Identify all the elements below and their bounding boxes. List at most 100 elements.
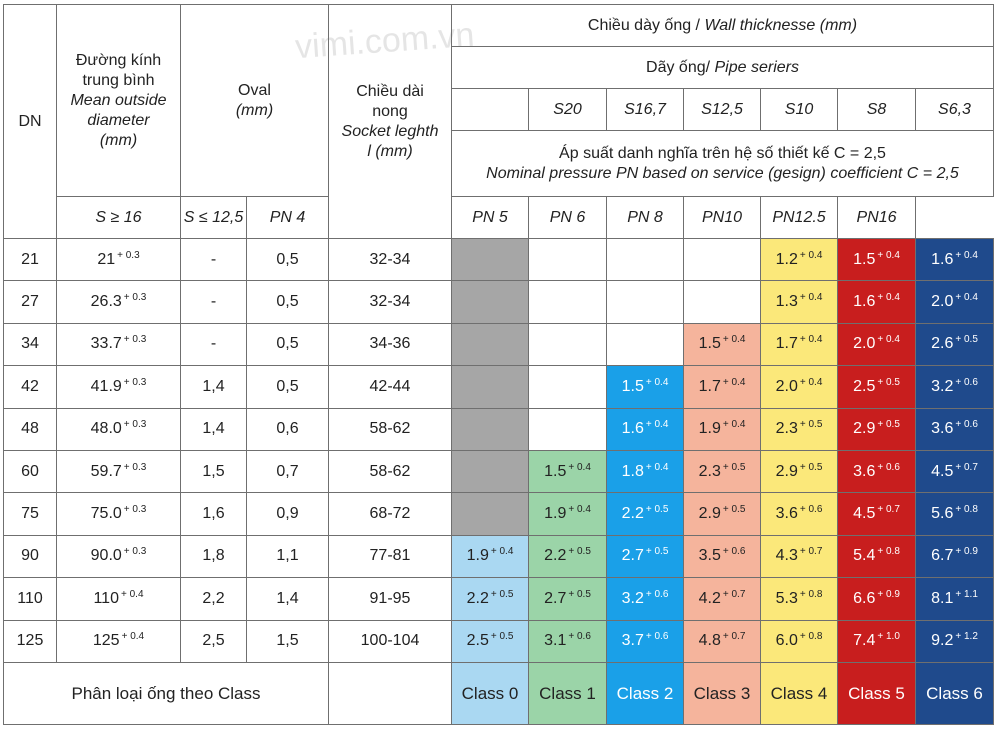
thickness-value: 1.5	[621, 377, 644, 395]
oval-s125-cell: 0,5	[246, 280, 329, 324]
header-pipe-series: Dãy ống/ Pipe seriers	[451, 46, 994, 89]
thickness-value: 2.9	[698, 505, 721, 523]
thickness-tolerance: + 0.5	[568, 546, 591, 558]
thickness-value: 2.5	[853, 377, 876, 395]
socket-length-cell: 42-44	[328, 365, 452, 409]
thickness-cell: 1.7 + 0.4	[760, 322, 838, 367]
diameter-cell: 41.9 + 0.3	[56, 365, 181, 409]
series-cell: S20	[528, 88, 607, 131]
thickness-value: 1.9	[698, 420, 721, 438]
thickness-cell: 1.3 + 0.4	[760, 280, 838, 324]
thickness-tolerance: + 0.4	[645, 419, 669, 431]
dn-cell: 42	[3, 365, 57, 409]
thickness-cell: 3.6 + 0.6	[915, 407, 994, 451]
dn-cell: 110	[3, 577, 57, 621]
oval-s125-cell: 1,5	[246, 619, 329, 663]
thickness-tolerance: + 0.8	[799, 631, 823, 643]
table-row: 42 41.9 + 0.3 1,4 0,5 42-44 1.5 + 0.4 1.7 + 0.4 2.…	[3, 365, 994, 409]
thickness-cell	[528, 407, 607, 451]
thickness-tolerance: + 0.8	[955, 504, 978, 516]
diameter-value: 26.3	[90, 293, 122, 311]
header-socket-length: Chiều dài nong Socket leghth l (mm)	[328, 4, 452, 239]
thickness-value: 2.9	[853, 420, 876, 438]
thickness-tolerance: + 0.5	[490, 588, 514, 600]
thickness-tolerance: + 0.6	[568, 631, 591, 643]
diameter-tolerance: + 0.3	[123, 504, 147, 516]
thickness-tolerance: + 0.6	[877, 461, 900, 473]
thickness-value: 1.5	[853, 250, 876, 268]
table-row: 48 48.0 + 0.3 1,4 0,6 58-62 1.6 + 0.4 1.9 + 0.4 2.…	[3, 407, 994, 451]
socket-length-cell: 68-72	[328, 492, 452, 536]
thickness-value: 1.9	[544, 505, 567, 523]
thickness-value: 2.2	[621, 505, 644, 523]
thickness-cell: 2.5 + 0.5	[837, 365, 916, 409]
thickness-cell	[606, 322, 684, 367]
thickness-cell: 2.9 + 0.5	[837, 407, 916, 451]
thickness-value: 2.9	[775, 462, 798, 480]
thickness-cell: 2.7 + 0.5	[606, 534, 684, 579]
series-cell: S16,7	[606, 88, 684, 131]
diameter-cell: 125 + 0.4	[56, 619, 181, 663]
diameter-cell: 75.0 + 0.3	[56, 492, 181, 536]
thickness-cell: 3.6 + 0.6	[760, 492, 838, 536]
diameter-value: 110	[93, 589, 119, 607]
oval-s125-cell: 0,7	[246, 449, 329, 494]
thickness-tolerance: + 0.6	[955, 376, 978, 388]
oval-s16-cell: 2,5	[180, 619, 247, 663]
diameter-value: 90.0	[90, 547, 122, 565]
thickness-value: 3.2	[621, 589, 644, 607]
oval-s16-cell: -	[180, 280, 247, 324]
thickness-value: 2.7	[621, 547, 644, 565]
thickness-cell: 2.2 + 0.5	[606, 492, 684, 536]
thickness-value: 2.6	[931, 335, 954, 353]
thickness-tolerance: + 0.7	[722, 631, 746, 643]
thickness-value: 1.5	[544, 462, 567, 480]
header-dn: DN	[3, 4, 57, 239]
thickness-value: 1.6	[931, 250, 954, 268]
thickness-cell	[451, 449, 529, 494]
thickness-tolerance: + 0.5	[722, 461, 746, 473]
thickness-tolerance: + 0.7	[877, 504, 900, 516]
thickness-cell: 1.2 + 0.4	[760, 237, 838, 282]
diameter-value: 21	[97, 250, 116, 268]
thickness-tolerance: + 0.4	[799, 334, 823, 346]
class-cell-2: Class 2	[606, 661, 684, 725]
thickness-value: 1.8	[621, 462, 644, 480]
pn-cell: PN 8	[606, 196, 684, 239]
thickness-tolerance: + 0.4	[722, 419, 746, 431]
diameter-cell: 33.7 + 0.3	[56, 322, 181, 367]
thickness-cell	[528, 237, 607, 282]
diameter-value: 48.0	[90, 420, 122, 438]
thickness-cell: 5.6 + 0.8	[915, 492, 994, 536]
header-oval: Oval (mm)	[180, 4, 329, 197]
thickness-value: 1.7	[775, 335, 798, 353]
thickness-tolerance: + 0.4	[722, 334, 746, 346]
header-wall-thickness: Chiều dày ống / Wall thicknesse (mm)	[451, 4, 994, 47]
thickness-cell	[528, 322, 607, 367]
pn-cell: PN 6	[528, 196, 607, 239]
diameter-tolerance: + 0.3	[117, 249, 140, 261]
thickness-tolerance: + 0.5	[877, 376, 900, 388]
class-row: Phân loại ống theo Class Class 0 Class 1…	[3, 661, 994, 725]
thickness-cell: 4.3 + 0.7	[760, 534, 838, 579]
thickness-tolerance: + 0.4	[955, 249, 978, 261]
thickness-cell: 1.6 + 0.4	[837, 280, 916, 324]
thickness-cell: 6.6 + 0.9	[837, 577, 916, 621]
thickness-value: 1.7	[698, 377, 721, 395]
diameter-cell: 90.0 + 0.3	[56, 534, 181, 579]
thickness-cell	[451, 237, 529, 282]
thickness-value: 3.5	[698, 547, 721, 565]
thickness-value: 5.4	[853, 547, 876, 565]
pn-cell: PN16	[837, 196, 916, 239]
thickness-value: 1.2	[775, 250, 798, 268]
thickness-value: 2.0	[775, 377, 798, 395]
thickness-tolerance: + 0.9	[955, 546, 978, 558]
thickness-cell: 2.3 + 0.5	[760, 407, 838, 451]
thickness-tolerance: + 0.5	[722, 504, 746, 516]
diameter-value: 33.7	[90, 335, 122, 353]
thickness-cell: 6.7 + 0.9	[915, 534, 994, 579]
dn-cell: 75	[3, 492, 57, 536]
thickness-tolerance: + 0.5	[490, 631, 514, 643]
thickness-cell: 1.5 + 0.4	[528, 449, 607, 494]
dn-cell: 27	[3, 280, 57, 324]
